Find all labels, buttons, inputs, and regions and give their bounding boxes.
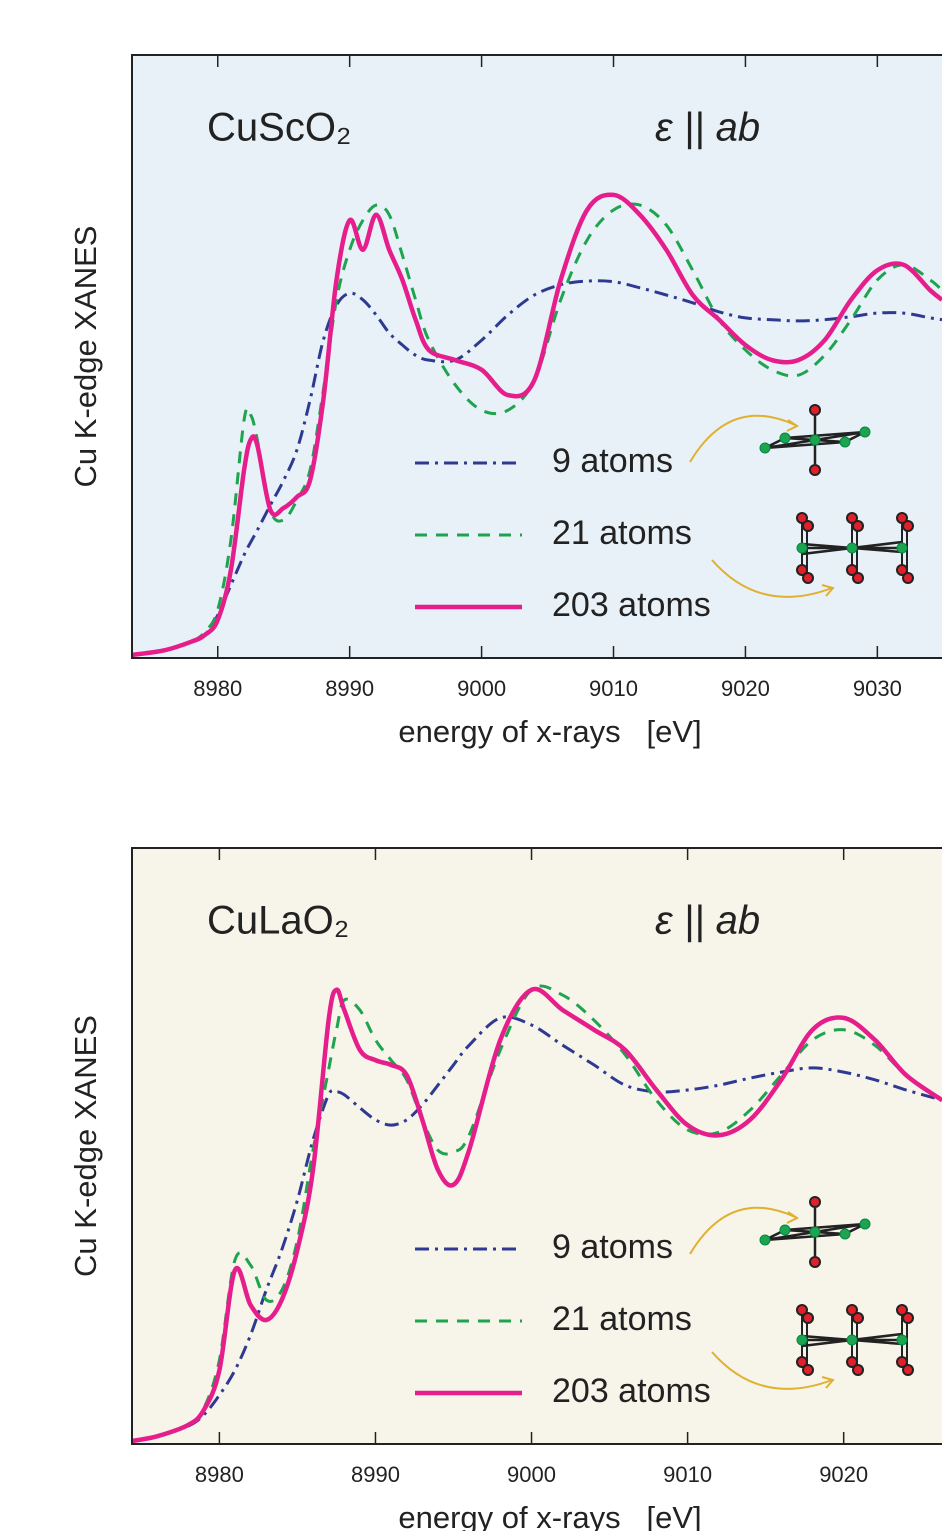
annotation: ε || ab — [655, 106, 760, 150]
arrow — [689, 1206, 796, 1255]
legend-label: 21 atoms — [552, 1300, 692, 1338]
x-tick-label: 8990 — [325, 676, 374, 701]
x-axis-label: energy of x-rays [eV] — [398, 1500, 701, 1531]
decoration — [689, 403, 913, 1390]
x-tick-label: 9000 — [507, 1462, 556, 1487]
arrow-head — [786, 419, 799, 432]
axis-frame — [131, 847, 942, 1445]
x-tick-label: 9010 — [589, 676, 638, 701]
x-tick-label: 8980 — [193, 676, 242, 701]
plot: CuScO₂ ε || ab Cu K-edge XANES energy of x-… — [68, 54, 942, 749]
legend-label: 21 atoms — [552, 514, 692, 552]
y-axis-label: Cu K-edge XANES — [68, 226, 103, 488]
chart-title: CuLaO₂ — [207, 899, 349, 943]
arrow — [711, 559, 833, 598]
legend-label: 203 atoms — [552, 586, 711, 624]
arrow-head — [821, 1376, 835, 1389]
x-tick-label: 9010 — [663, 1462, 712, 1487]
legend-label: 9 atoms — [552, 442, 673, 480]
y-axis-label: Cu K-edge XANES — [68, 1015, 103, 1277]
arrow — [711, 1351, 833, 1390]
series-line — [131, 192, 942, 658]
series-line — [131, 986, 942, 1444]
arrow-head — [821, 584, 835, 597]
legend-label: 203 atoms — [552, 1372, 711, 1410]
x-tick-label: 9020 — [819, 1462, 868, 1487]
annotation: ε || ab — [655, 899, 760, 943]
axis-frame — [131, 54, 942, 659]
x-tick-label: 8980 — [195, 1462, 244, 1487]
plot: CuLaO₂ ε || ab Cu K-edge XANES energy of x-… — [68, 847, 942, 1531]
x-tick-label: 8990 — [351, 1462, 400, 1487]
x-axis-label: energy of x-rays [eV] — [398, 714, 701, 749]
legend-label: 9 atoms — [552, 1228, 673, 1266]
x-tick-label: 9000 — [457, 676, 506, 701]
series-line — [131, 279, 942, 657]
arrow-head — [786, 1211, 799, 1224]
x-tick-label: 9030 — [853, 676, 902, 701]
arrow — [689, 414, 796, 463]
chart-title: CuScO₂ — [207, 106, 351, 150]
x-tick-label: 9020 — [721, 676, 770, 701]
